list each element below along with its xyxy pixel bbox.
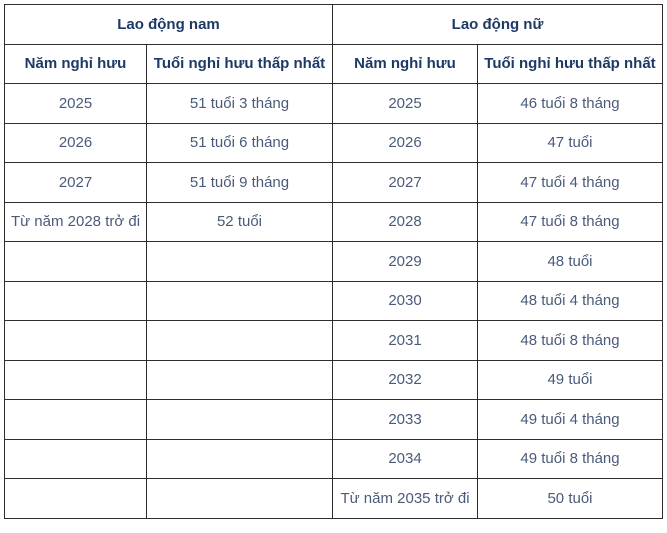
table-cell (4, 320, 147, 361)
table-cell (4, 241, 147, 282)
table-cell: 2033 (332, 399, 478, 440)
table-row: 2027 51 tuổi 9 tháng 2027 47 tuổi 4 tháng (4, 162, 663, 203)
table-cell: 49 tuổi 4 tháng (477, 399, 663, 440)
table-cell: 46 tuổi 8 tháng (477, 83, 663, 124)
table-cell: 2025 (332, 83, 478, 124)
table-cell: 47 tuổi 4 tháng (477, 162, 663, 203)
table-row: 2025 51 tuổi 3 tháng 2025 46 tuổi 8 tháng (4, 83, 663, 124)
group-header-female: Lao động nữ (332, 4, 663, 45)
table-cell (4, 478, 147, 519)
table-cell: 52 tuổi (146, 201, 333, 242)
table-cell (4, 280, 147, 321)
table-cell: 2027 (332, 162, 478, 203)
table-cell (146, 438, 333, 479)
table-cell: Từ năm 2028 trở đi (4, 201, 147, 242)
table-row: Từ năm 2028 trở đi 52 tuổi 2028 47 tuổi 8 t… (4, 201, 663, 242)
table-cell: 2031 (332, 320, 478, 361)
table-cell: 51 tuổi 9 tháng (146, 162, 333, 203)
table-cell: 2026 (4, 122, 147, 163)
table-row: 2033 49 tuổi 4 tháng (4, 399, 663, 440)
table-cell (146, 280, 333, 321)
table-row: 2026 51 tuổi 6 tháng 2026 47 tuổi (4, 122, 663, 163)
table-cell: 2027 (4, 162, 147, 203)
column-header-age-female: Tuổi nghỉ hưu thấp nhất (477, 43, 663, 84)
table-cell: Từ năm 2035 trở đi (332, 478, 478, 519)
table-cell (4, 438, 147, 479)
table-cell (146, 399, 333, 440)
column-header-age-male: Tuổi nghỉ hưu thấp nhất (146, 43, 333, 84)
table-row: 2031 48 tuổi 8 tháng (4, 320, 663, 361)
table-cell: 47 tuổi (477, 122, 663, 163)
table-row: 2029 48 tuổi (4, 241, 663, 282)
table-body: 2025 51 tuổi 3 tháng 2025 46 tuổi 8 tháng 20… (4, 83, 663, 519)
table-cell: 51 tuổi 6 tháng (146, 122, 333, 163)
column-header-row: Năm nghỉ hưu Tuổi nghỉ hưu thấp nhất Năm… (4, 43, 663, 84)
table-row: 2034 49 tuổi 8 tháng (4, 438, 663, 479)
table-cell (4, 359, 147, 400)
table-cell: 49 tuổi 8 tháng (477, 438, 663, 479)
table-cell (146, 478, 333, 519)
table-cell: 49 tuổi (477, 359, 663, 400)
table-cell: 2030 (332, 280, 478, 321)
table-cell: 2029 (332, 241, 478, 282)
table-cell (146, 359, 333, 400)
table-cell: 2034 (332, 438, 478, 479)
column-header-year-male: Năm nghỉ hưu (4, 43, 147, 84)
table-cell: 2028 (332, 201, 478, 242)
retirement-age-table: Lao động nam Lao động nữ Năm nghỉ hưu Tu… (4, 4, 663, 519)
table-cell: 51 tuổi 3 tháng (146, 83, 333, 124)
table-cell: 48 tuổi 4 tháng (477, 280, 663, 321)
table-cell (4, 399, 147, 440)
table-cell: 2032 (332, 359, 478, 400)
group-header-male: Lao động nam (4, 4, 333, 45)
table-cell: 50 tuổi (477, 478, 663, 519)
group-header-row: Lao động nam Lao động nữ (4, 4, 663, 45)
table-cell: 48 tuổi (477, 241, 663, 282)
table-row: 2032 49 tuổi (4, 359, 663, 400)
table-cell: 47 tuổi 8 tháng (477, 201, 663, 242)
table-row: Từ năm 2035 trở đi 50 tuổi (4, 478, 663, 519)
table-cell (146, 320, 333, 361)
column-header-year-female: Năm nghỉ hưu (332, 43, 478, 84)
table-row: 2030 48 tuổi 4 tháng (4, 280, 663, 321)
table-cell: 2025 (4, 83, 147, 124)
table-cell: 48 tuổi 8 tháng (477, 320, 663, 361)
table-cell: 2026 (332, 122, 478, 163)
table-cell (146, 241, 333, 282)
